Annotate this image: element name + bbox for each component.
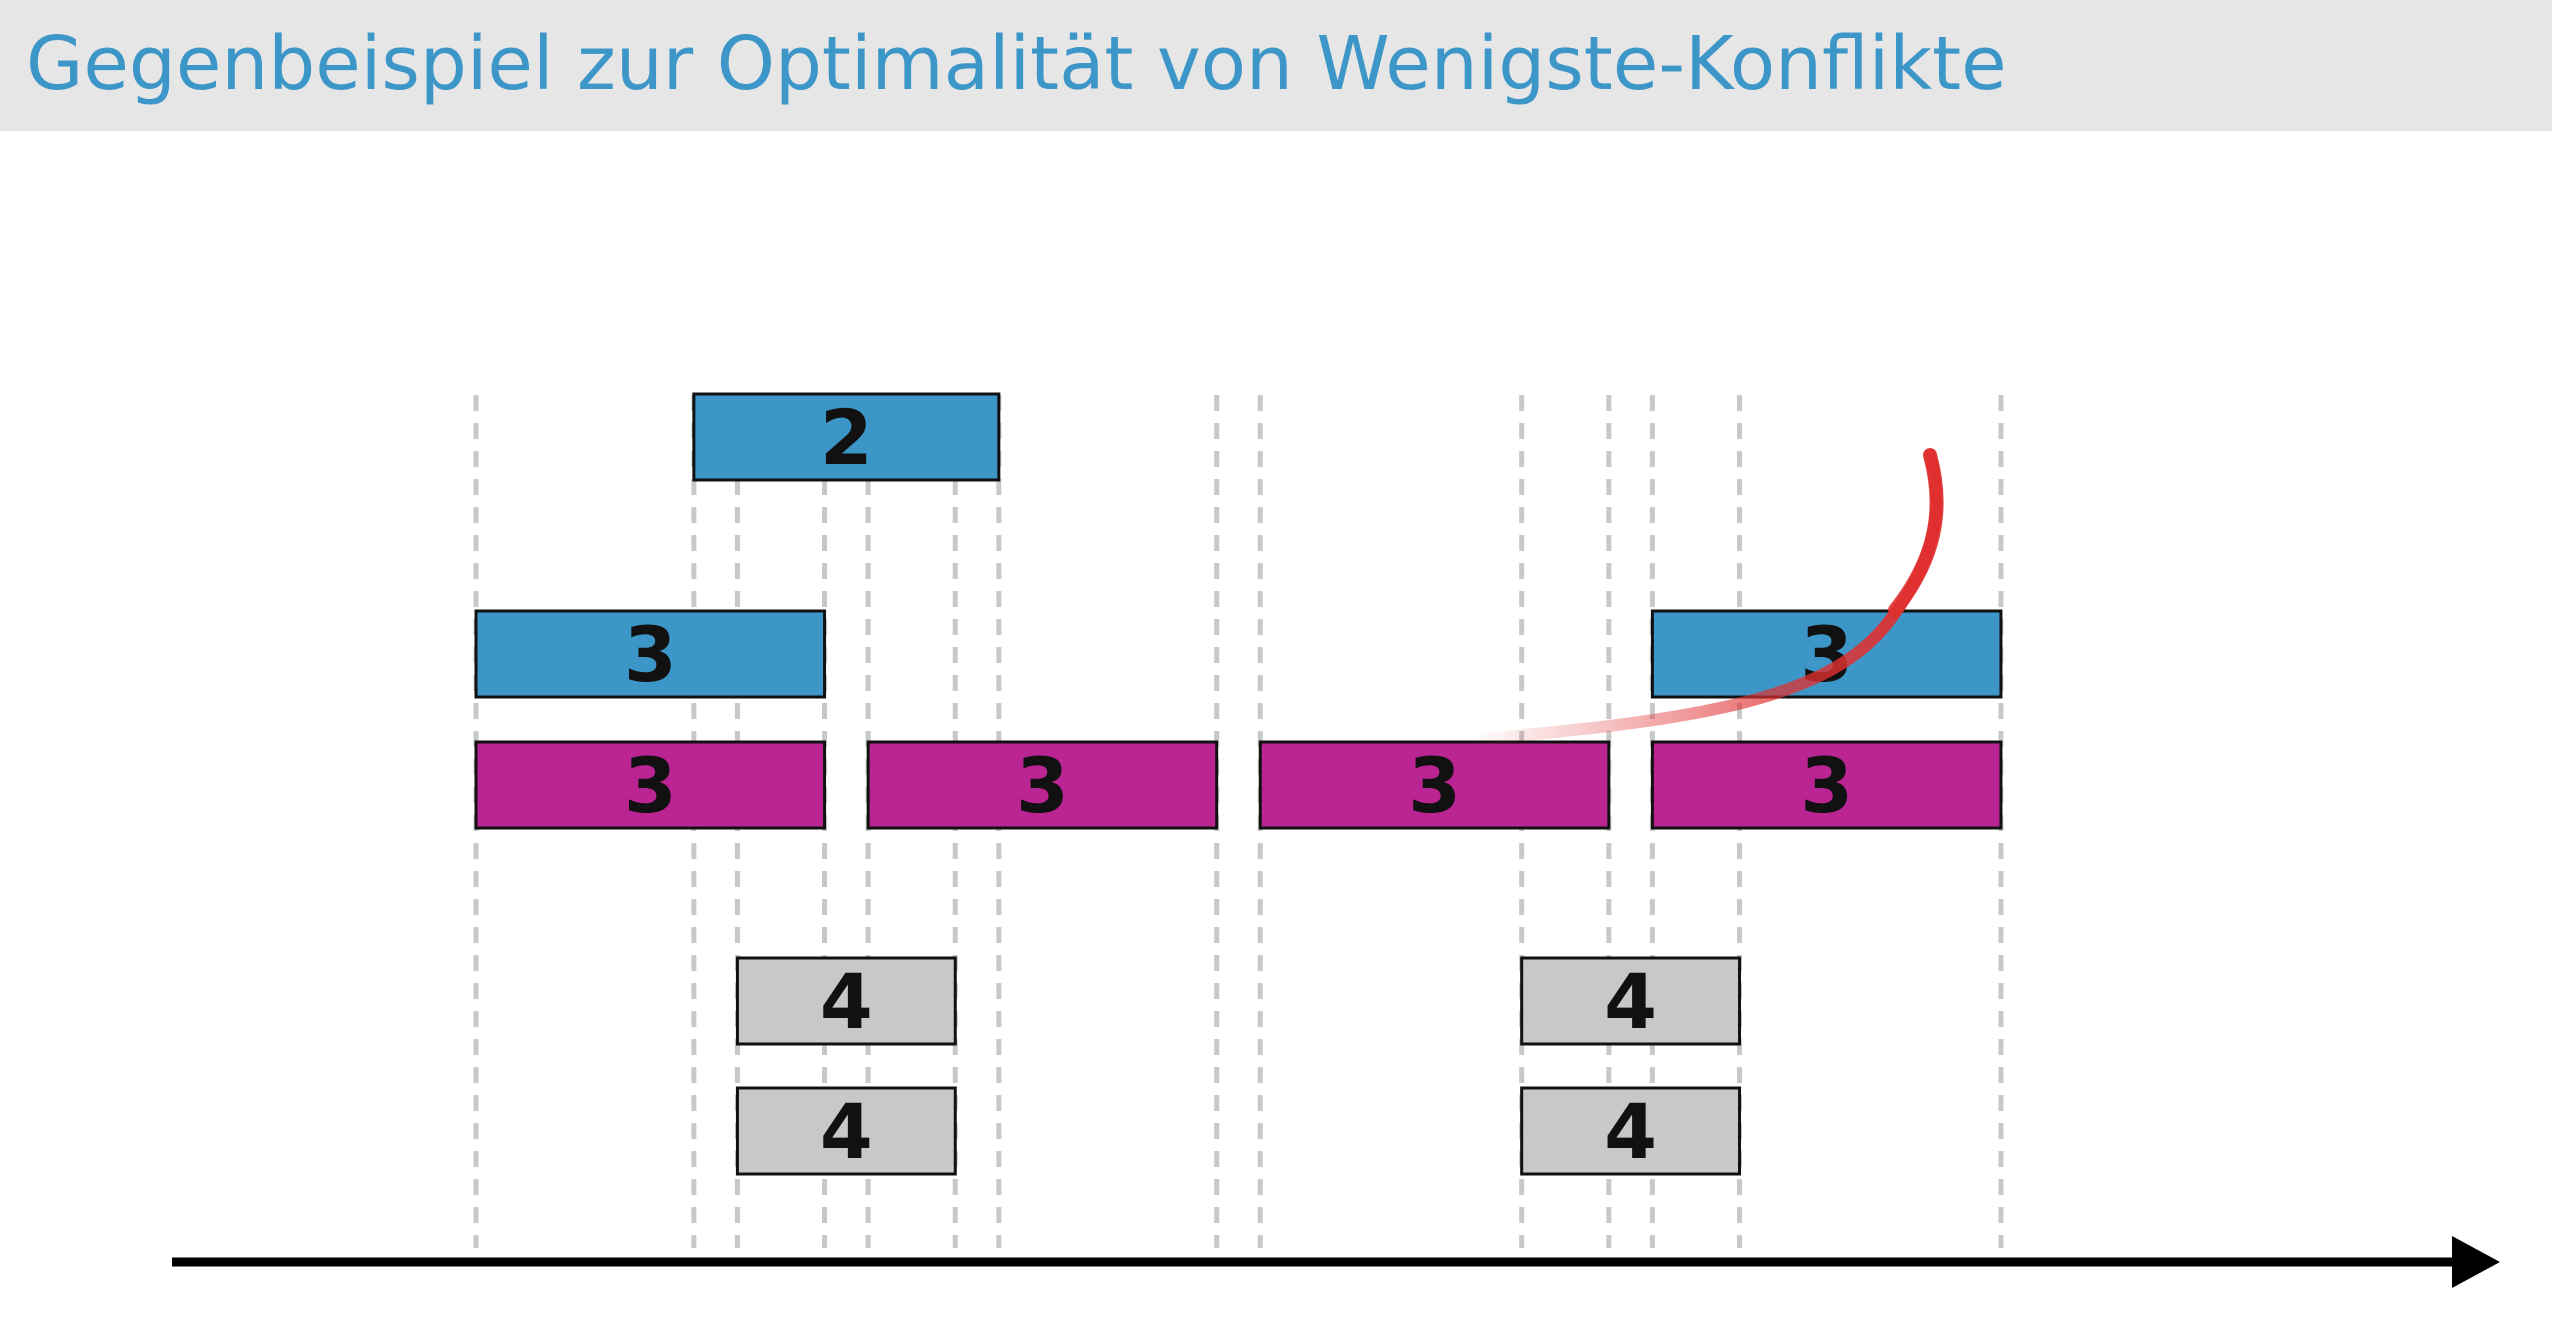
interval-rect	[735, 956, 957, 1046]
interval-rect	[1520, 956, 1742, 1046]
interval-bar: 4	[1520, 1086, 1742, 1176]
slide-title: Gegenbeispiel zur Optimalität von Wenigs…	[26, 21, 2007, 107]
interval-bar: 3	[474, 740, 827, 830]
interval-rect	[474, 740, 827, 830]
interval-bar: 4	[1520, 956, 1742, 1046]
interval-rect	[1520, 1086, 1742, 1176]
interval-bar: 4	[735, 1086, 957, 1176]
annotation-stroke-head	[1888, 448, 1944, 617]
interval-rect	[1650, 609, 2003, 699]
axis-arrowhead	[2452, 1236, 2500, 1288]
interval-label: 3	[1800, 741, 1853, 830]
interval-label: 3	[1408, 741, 1461, 830]
title-bar: Gegenbeispiel zur Optimalität von Wenigs…	[0, 0, 2552, 131]
interval-label: 3	[1016, 741, 1069, 830]
interval-bar: 3	[1650, 609, 2003, 699]
interval-rect	[1258, 740, 1611, 830]
interval-label: 4	[1604, 957, 1657, 1046]
annotation	[1464, 448, 1944, 746]
interval-rect	[866, 740, 1219, 830]
interval-label: 4	[820, 1087, 873, 1176]
interval-label: 4	[820, 957, 873, 1046]
time-axis	[172, 1236, 2500, 1288]
interval-label: 3	[624, 741, 677, 830]
interval-label: 3	[624, 610, 677, 699]
interval-rect	[1650, 740, 2003, 830]
interval-label: 2	[820, 393, 873, 482]
interval-bar: 3	[866, 740, 1219, 830]
interval-bars: 2 3 3 3 3 3 3 4 4 4 4	[474, 392, 2003, 1176]
interval-rect	[692, 392, 1001, 482]
interval-bar: 4	[735, 956, 957, 1046]
interval-bar: 2	[692, 392, 1001, 482]
interval-label: 4	[1604, 1087, 1657, 1176]
interval-rect	[474, 609, 827, 699]
interval-rect	[735, 1086, 957, 1176]
interval-bar: 3	[474, 609, 827, 699]
interval-bar: 3	[1650, 740, 2003, 830]
interval-bar: 3	[1258, 740, 1611, 830]
